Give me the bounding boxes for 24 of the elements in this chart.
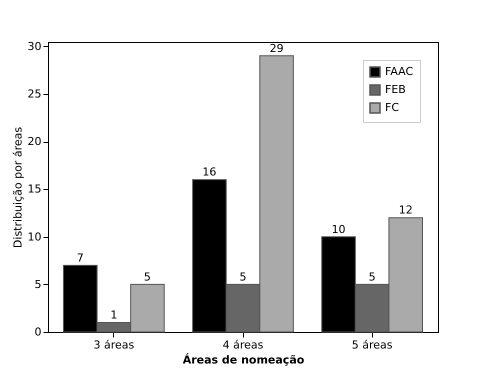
legend-label: FC — [385, 101, 400, 114]
data-label: 16 — [202, 166, 216, 179]
data-label: 12 — [398, 204, 413, 217]
legend-label: FAAC — [385, 65, 414, 78]
data-label: 1 — [110, 308, 118, 322]
y-tick-label: 20 — [28, 135, 42, 148]
data-label: 5 — [368, 270, 376, 284]
data-label: 7 — [76, 251, 84, 264]
x-tick-label: 3 áreas — [93, 338, 135, 352]
data-label: 10 — [332, 222, 346, 236]
data-label: 5 — [144, 270, 151, 284]
y-tick-label: 5 — [34, 278, 42, 291]
data-label: 5 — [240, 270, 246, 284]
x-tick-label: 5 áreas — [352, 338, 393, 352]
y-tick-label: 25 — [28, 87, 42, 100]
y-tick-label: 0 — [34, 326, 42, 338]
x-axis-title: Áreas de nomeação — [182, 352, 305, 366]
x-tick-label: 4 áreas — [222, 338, 264, 352]
y-tick-label: 30 — [28, 40, 42, 53]
y-tick-label: 15 — [28, 182, 42, 196]
data-label: 29 — [270, 42, 284, 55]
y-tick-label: 10 — [28, 230, 42, 244]
y-axis-title: Distribuição por áreas — [12, 126, 25, 248]
legend-label: FEB — [385, 83, 406, 96]
